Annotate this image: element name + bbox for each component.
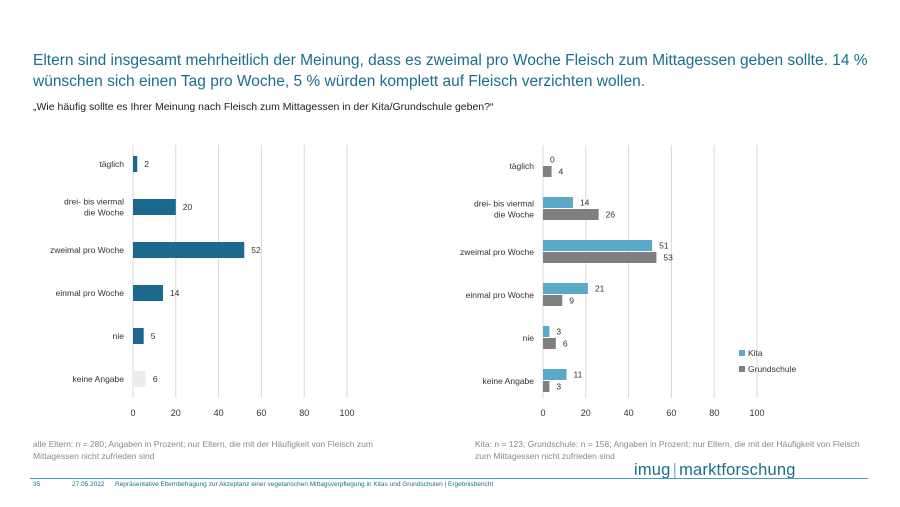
category-label: drei- bis viermal [64, 197, 124, 207]
data-label: 51 [659, 241, 669, 251]
data-label: 52 [251, 245, 261, 255]
x-tick-label: 60 [666, 408, 676, 418]
bar [543, 326, 550, 337]
x-tick-label: 80 [709, 408, 719, 418]
category-label: drei- bis viermal [474, 199, 534, 209]
data-label: 3 [556, 382, 561, 392]
footer-divider [30, 478, 868, 479]
x-tick-label: 40 [624, 408, 634, 418]
category-label: zweimal pro Woche [460, 247, 534, 257]
page-title: Eltern sind insgesamt mehrheitlich der M… [33, 52, 868, 90]
bar [133, 156, 138, 172]
category-label: die Woche [84, 208, 124, 218]
report-caption: Repräsentative Elternbefragung zur Akzep… [115, 481, 494, 488]
x-tick-label: 20 [171, 408, 181, 418]
bar [543, 252, 657, 263]
data-label: 6 [153, 374, 158, 384]
logo-right: marktforschung [679, 461, 796, 479]
data-label: 53 [663, 253, 673, 263]
data-label: 14 [170, 288, 180, 298]
survey-question: „Wie häufig sollte es Ihrer Meinung nach… [33, 101, 494, 113]
bar [543, 338, 556, 349]
category-label: keine Angabe [72, 374, 124, 384]
bar [543, 209, 599, 220]
category-label: täglich [509, 161, 534, 171]
category-label: zweimal pro Woche [50, 245, 124, 255]
note-right: Kita: n = 123; Grundschule: n = 158; Ang… [475, 439, 860, 461]
legend-swatch [739, 366, 745, 372]
category-label: die Woche [494, 210, 534, 220]
category-label: nie [523, 333, 535, 343]
legend-label: Kita [748, 348, 763, 358]
data-label: 9 [569, 296, 574, 306]
bar [133, 242, 245, 258]
bar [133, 199, 176, 215]
x-tick-label: 40 [214, 408, 224, 418]
bar [133, 328, 144, 344]
x-tick-label: 100 [749, 408, 764, 418]
data-label: 2 [144, 159, 149, 169]
bar [543, 197, 573, 208]
bar [543, 283, 588, 294]
category-label: nie [113, 331, 125, 341]
data-label: 5 [151, 331, 156, 341]
category-label: täglich [99, 159, 124, 169]
data-label: 3 [556, 327, 561, 337]
x-tick-label: 0 [540, 408, 545, 418]
report-date: 27.05.2022 [72, 481, 105, 488]
logo-left: imug [634, 461, 671, 479]
legend-swatch [739, 350, 745, 356]
page-number: 35 [33, 481, 41, 488]
bar [543, 240, 653, 251]
category-label: einmal pro Woche [466, 290, 535, 300]
x-tick-label: 60 [256, 408, 266, 418]
data-label: 4 [559, 167, 564, 177]
category-label: keine Angabe [482, 376, 534, 386]
data-label: 26 [606, 210, 616, 220]
bar [543, 295, 563, 306]
category-label: einmal pro Woche [56, 288, 125, 298]
x-tick-label: 0 [130, 408, 135, 418]
x-tick-label: 80 [299, 408, 309, 418]
company-logo: imug | marktforschung [634, 461, 796, 479]
legend-label: Grundschule [748, 364, 796, 374]
data-label: 20 [183, 202, 193, 212]
data-label: 0 [550, 155, 555, 165]
bar [543, 381, 550, 392]
data-label: 14 [580, 198, 590, 208]
x-tick-label: 100 [339, 408, 354, 418]
data-label: 6 [563, 339, 568, 349]
data-label: 21 [595, 284, 605, 294]
data-label: 11 [574, 370, 583, 380]
bar [133, 285, 163, 301]
note-left: alle Eltern: n = 280; Angaben in Prozent… [33, 439, 373, 461]
bar [543, 166, 552, 177]
bar [543, 369, 567, 380]
bar [133, 371, 146, 387]
x-tick-label: 20 [581, 408, 591, 418]
